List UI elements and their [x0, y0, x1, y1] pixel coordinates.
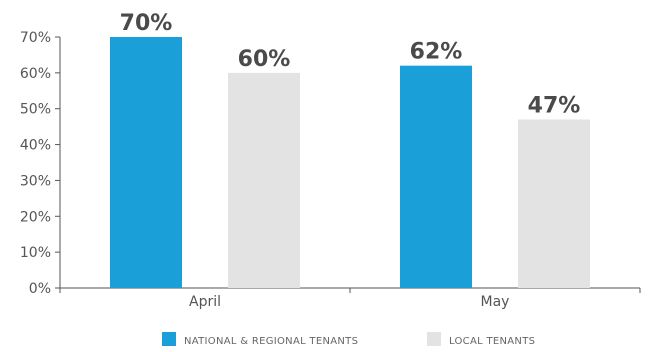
legend-label: LOCAL TENANTS	[449, 336, 535, 347]
x-category-label: May	[481, 294, 510, 310]
bar	[518, 119, 590, 288]
bar	[228, 72, 300, 288]
y-tick-label: 0%	[29, 281, 51, 297]
y-tick-label: 60%	[20, 66, 51, 82]
y-axis: 0% 10% 20% 30% 40% 50% 60% 70%	[20, 30, 61, 297]
y-tick-label: 20%	[20, 209, 51, 225]
y-tick-label: 70%	[20, 30, 51, 46]
legend-swatch	[162, 332, 176, 346]
data-label: 47%	[528, 93, 581, 118]
x-axis: April May	[59, 287, 641, 310]
x-category-label: April	[189, 294, 221, 310]
legend-label: NATIONAL & REGIONAL TENANTS	[184, 336, 358, 347]
legend: NATIONAL & REGIONAL TENANTS LOCAL TENANTS	[162, 332, 535, 347]
data-label: 70%	[120, 11, 173, 36]
data-label: 60%	[238, 47, 291, 72]
bar	[400, 65, 472, 288]
bars	[110, 37, 590, 288]
y-tick-label: 50%	[20, 102, 51, 118]
y-tick-label: 30%	[20, 173, 51, 189]
bar	[110, 37, 182, 288]
legend-swatch	[427, 332, 441, 346]
y-tick-label: 40%	[20, 138, 51, 154]
data-label: 62%	[410, 40, 463, 65]
data-labels: 70% 60% 62% 47%	[120, 11, 581, 118]
y-tick-label: 10%	[20, 245, 51, 261]
